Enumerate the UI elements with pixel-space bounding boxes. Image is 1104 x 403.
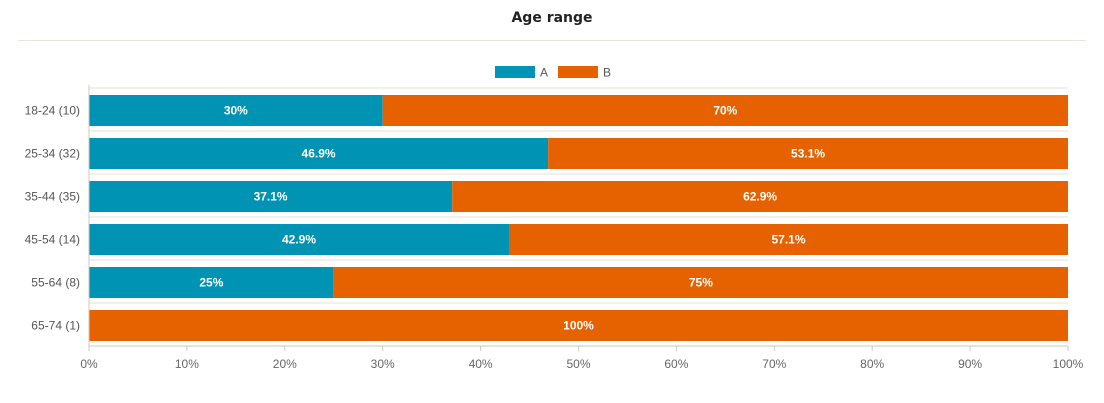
category-label: 45-54 (14) bbox=[25, 233, 80, 247]
x-tick-label: 30% bbox=[371, 357, 395, 371]
bar-a bbox=[89, 95, 383, 126]
legend-label-a: A bbox=[540, 66, 548, 80]
x-tick-label: 80% bbox=[860, 357, 884, 371]
bar-b bbox=[508, 224, 1069, 255]
bar-a bbox=[89, 224, 509, 255]
bar-b bbox=[382, 95, 1068, 126]
x-tick-label: 60% bbox=[664, 357, 688, 371]
bar-data-label: 37.1% bbox=[254, 190, 288, 204]
category-label: 35-44 (35) bbox=[25, 190, 80, 204]
x-tick-label: 20% bbox=[273, 357, 297, 371]
bar-data-label: 100% bbox=[563, 319, 594, 333]
bar-data-label: 57.1% bbox=[771, 233, 805, 247]
bar-a bbox=[89, 138, 549, 169]
bar-data-label: 42.9% bbox=[282, 233, 316, 247]
bar-b bbox=[548, 138, 1068, 169]
x-tick-label: 50% bbox=[566, 357, 590, 371]
x-tick-label: 70% bbox=[762, 357, 786, 371]
chart-title: Age range bbox=[511, 10, 593, 26]
bar-data-label: 75% bbox=[689, 276, 713, 290]
bar-a bbox=[89, 267, 334, 298]
x-tick-label: 0% bbox=[80, 357, 98, 371]
bar-data-label: 70% bbox=[713, 104, 737, 118]
category-label: 18-24 (10) bbox=[25, 104, 80, 118]
legend-label-b: B bbox=[603, 66, 611, 80]
x-tick-label: 10% bbox=[175, 357, 199, 371]
bar-b bbox=[333, 267, 1068, 298]
bar-data-label: 25% bbox=[199, 276, 223, 290]
title-divider bbox=[18, 40, 1086, 41]
bar-data-label: 30% bbox=[224, 104, 248, 118]
bar-a bbox=[89, 181, 453, 212]
x-tick-label: 90% bbox=[958, 357, 982, 371]
x-tick-label: 100% bbox=[1053, 357, 1084, 371]
bar-b bbox=[89, 310, 1068, 341]
x-tick-label: 40% bbox=[469, 357, 493, 371]
legend-swatch-a bbox=[495, 66, 535, 78]
category-label: 25-34 (32) bbox=[25, 147, 80, 161]
bar-data-label: 62.9% bbox=[743, 190, 777, 204]
category-label: 65-74 (1) bbox=[31, 319, 80, 333]
category-label: 55-64 (8) bbox=[31, 276, 80, 290]
bar-data-label: 46.9% bbox=[302, 147, 336, 161]
bar-b bbox=[452, 181, 1069, 212]
legend-swatch-b bbox=[558, 66, 598, 78]
bar-data-label: 53.1% bbox=[791, 147, 825, 161]
